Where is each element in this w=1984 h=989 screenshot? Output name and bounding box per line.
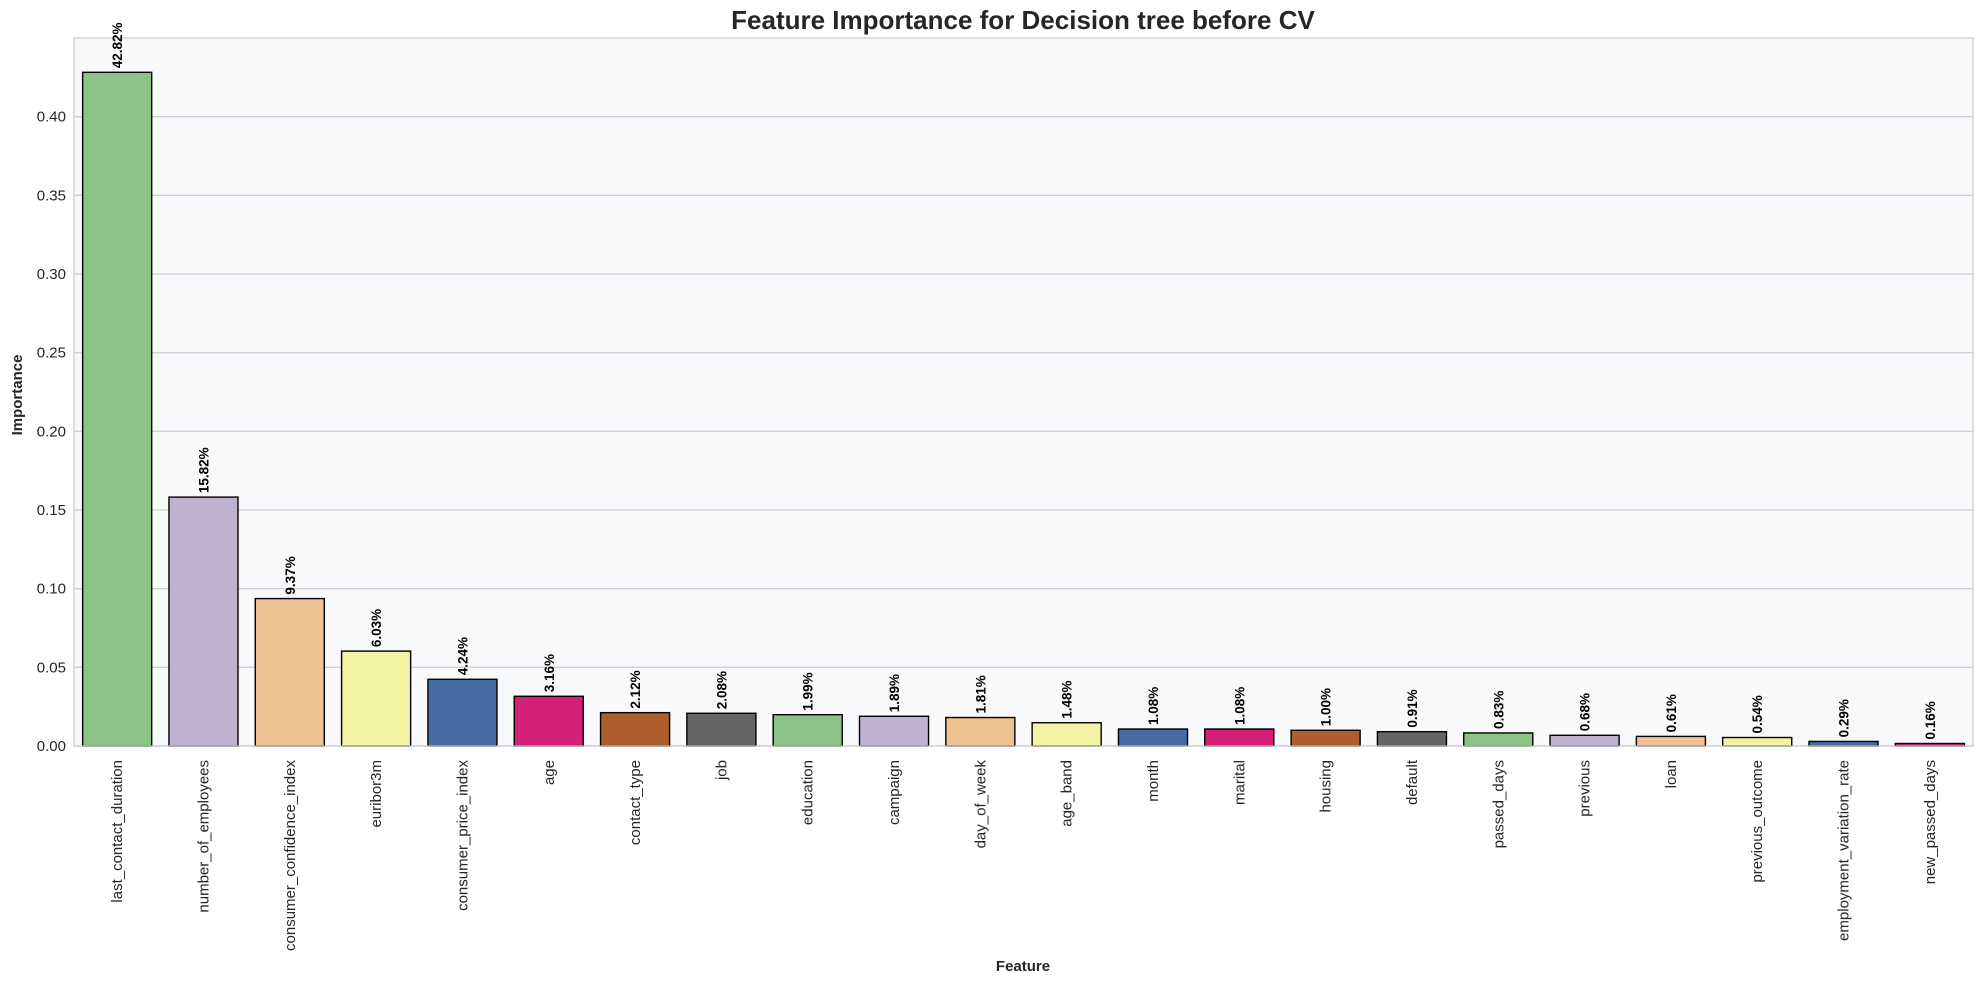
- data-label: 1.89%: [887, 674, 902, 712]
- x-tick-label: job: [713, 760, 730, 781]
- data-label: 0.54%: [1750, 695, 1765, 733]
- data-label: 0.29%: [1837, 699, 1852, 737]
- bar-campaign: [858, 715, 930, 747]
- data-label: 1.81%: [973, 675, 988, 713]
- bar-age: [513, 695, 584, 747]
- y-tick-label: 0.15: [37, 502, 66, 519]
- x-tick-label: previous_outcome: [1749, 760, 1766, 883]
- bar-consumer-confidence-index: [254, 597, 326, 747]
- bar-default: [1376, 730, 1448, 747]
- data-label: 1.99%: [801, 672, 816, 710]
- bar-loan: [1635, 735, 1707, 747]
- bar-consumer-price-index: [427, 678, 498, 747]
- y-axis-ticks: 0.00 0.05 0.10 0.15 0.20 0.25 0.30 0.35 0.40: [37, 109, 66, 755]
- x-tick-label: campaign: [886, 760, 903, 825]
- plot-background: [74, 38, 1973, 746]
- x-tick-label: education: [800, 760, 817, 825]
- y-tick-label: 0.05: [37, 659, 66, 676]
- data-label: 1.08%: [1232, 687, 1247, 725]
- x-tick-label: number_of_employees: [195, 760, 212, 913]
- x-tick-label: euribor3m: [368, 760, 385, 828]
- data-label: 0.16%: [1923, 701, 1938, 739]
- data-labels: 42.82% 15.82% 9.37% 6.03% 4.24% 3.16% 2.12% 2.0…: [110, 23, 1938, 740]
- x-tick-label: passed_days: [1490, 760, 1507, 848]
- data-label: 1.00%: [1319, 688, 1334, 726]
- bar-contact-type: [599, 711, 671, 747]
- x-axis-title: Feature: [996, 958, 1050, 975]
- bar-previous-outcome: [1721, 736, 1793, 747]
- data-label: 0.83%: [1491, 691, 1506, 729]
- bar-employment-variation-rate: [1808, 740, 1879, 747]
- bar-last-contact-duration: [81, 71, 153, 747]
- plot-frame: [73, 37, 1974, 747]
- y-tick-label: 0.20: [37, 423, 66, 440]
- data-label: 42.82%: [110, 23, 125, 69]
- x-tick-label: new_passed_days: [1922, 760, 1939, 884]
- y-tick-label: 0.10: [37, 581, 66, 598]
- bar-day-of-week: [945, 716, 1016, 747]
- x-tick-label: marital: [1231, 760, 1248, 805]
- x-tick-label: consumer_price_index: [454, 760, 471, 911]
- x-tick-label: housing: [1318, 760, 1335, 813]
- x-tick-label: age_band: [1059, 760, 1076, 827]
- data-label: 3.16%: [542, 654, 557, 692]
- bar-housing: [1290, 729, 1361, 747]
- bar-education: [772, 713, 843, 747]
- bar-age-band: [1031, 722, 1102, 747]
- x-tick-label: previous: [1577, 760, 1594, 817]
- x-tick-label: loan: [1663, 760, 1680, 788]
- y-tick-label: 0.40: [37, 109, 66, 126]
- x-tick-label: contact_type: [627, 760, 644, 845]
- data-label: 6.03%: [369, 609, 384, 647]
- data-label: 0.91%: [1405, 689, 1420, 727]
- data-label: 1.08%: [1146, 687, 1161, 725]
- data-label: 0.61%: [1664, 694, 1679, 732]
- data-label: 4.24%: [455, 637, 470, 675]
- chart-title: Feature Importance for Decision tree bef…: [731, 5, 1315, 35]
- x-tick-label: consumer_confidence_index: [282, 760, 299, 951]
- bar-number-of-employees: [168, 496, 239, 747]
- x-tick-label: age: [541, 760, 558, 785]
- data-label: 2.12%: [628, 670, 643, 708]
- x-tick-label: default: [1404, 759, 1421, 805]
- y-axis-title: Importance: [9, 355, 26, 436]
- y-tick-label: 0.30: [37, 266, 66, 283]
- bar-marital: [1204, 728, 1275, 747]
- data-label: 15.82%: [196, 447, 211, 493]
- y-tick-label: 0.35: [37, 187, 66, 204]
- x-tick-label: month: [1145, 760, 1162, 802]
- x-tick-label: employment_variation_rate: [1836, 760, 1853, 941]
- y-tick-label: 0.25: [37, 345, 66, 362]
- bar-passed-days: [1463, 732, 1534, 747]
- bar-job: [686, 712, 757, 747]
- bar-previous: [1549, 734, 1620, 747]
- x-tick-label: day_of_week: [972, 760, 989, 849]
- data-label: 2.08%: [714, 671, 729, 709]
- x-axis-ticks: last_contact_duration number_of_employees…: [109, 759, 1939, 951]
- data-label: 0.68%: [1578, 693, 1593, 731]
- bar-euribor3m: [340, 650, 412, 747]
- bars: [81, 71, 1966, 747]
- y-tick-label: 0.00: [37, 738, 66, 755]
- bar-month: [1117, 728, 1189, 747]
- x-tick-label: last_contact_duration: [109, 760, 126, 903]
- data-label: 9.37%: [283, 556, 298, 594]
- data-label: 1.48%: [1060, 680, 1075, 718]
